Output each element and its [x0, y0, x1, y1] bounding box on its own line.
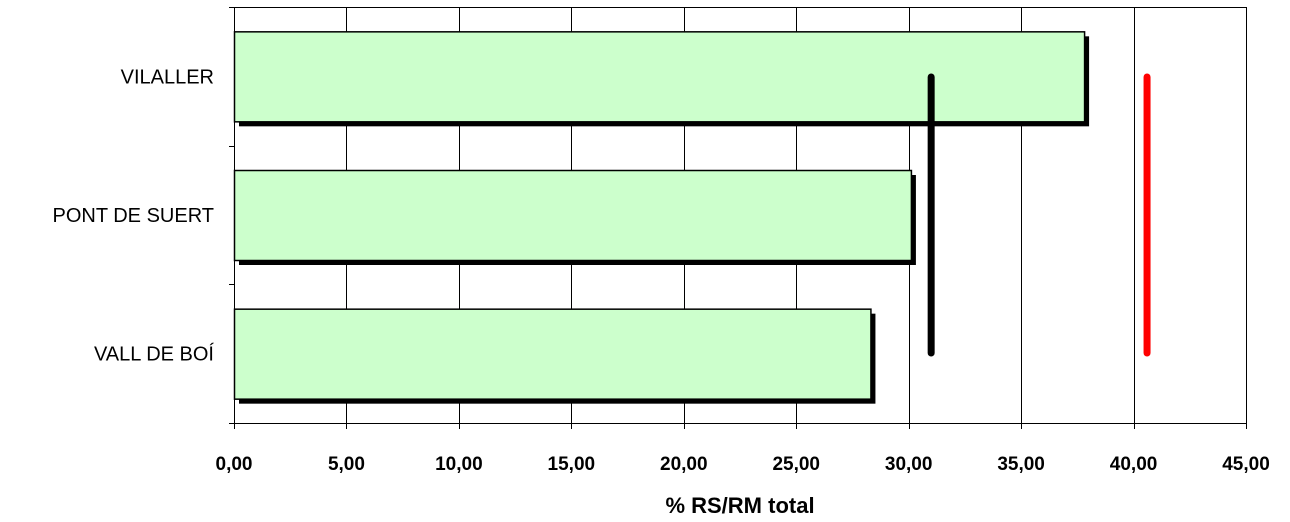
x-tick-label-2: 10,00 [435, 454, 483, 475]
x-tick-label-5: 25,00 [772, 454, 820, 475]
x-axis-title: % RS/RM total [665, 493, 814, 518]
reference-lines [927, 73, 1151, 357]
bar-2 [233, 308, 872, 400]
category-label-0: VILALLER [121, 66, 214, 88]
bars [233, 31, 1090, 404]
category-label-2: VALL DE BOÍ [94, 343, 214, 366]
x-tick-label-6: 30,00 [885, 454, 933, 475]
bar-0 [233, 31, 1086, 123]
x-tick-label-0: 0,00 [216, 454, 253, 475]
axes [229, 7, 1247, 429]
bar-1 [233, 169, 913, 262]
labels: VILALLER PONT DE SUERT VALL DE BOÍ 0,00 5,00… [52, 66, 1269, 475]
x-tick-label-9: 45,00 [1222, 454, 1270, 475]
x-tick-label-8: 40,00 [1110, 454, 1158, 475]
x-tick-label-4: 20,00 [660, 454, 708, 475]
category-label-1: PONT DE SUERT [52, 205, 214, 227]
x-tick-label-7: 35,00 [997, 454, 1045, 475]
x-tick-label-1: 5,00 [328, 454, 365, 475]
x-tick-label-3: 15,00 [548, 454, 596, 475]
